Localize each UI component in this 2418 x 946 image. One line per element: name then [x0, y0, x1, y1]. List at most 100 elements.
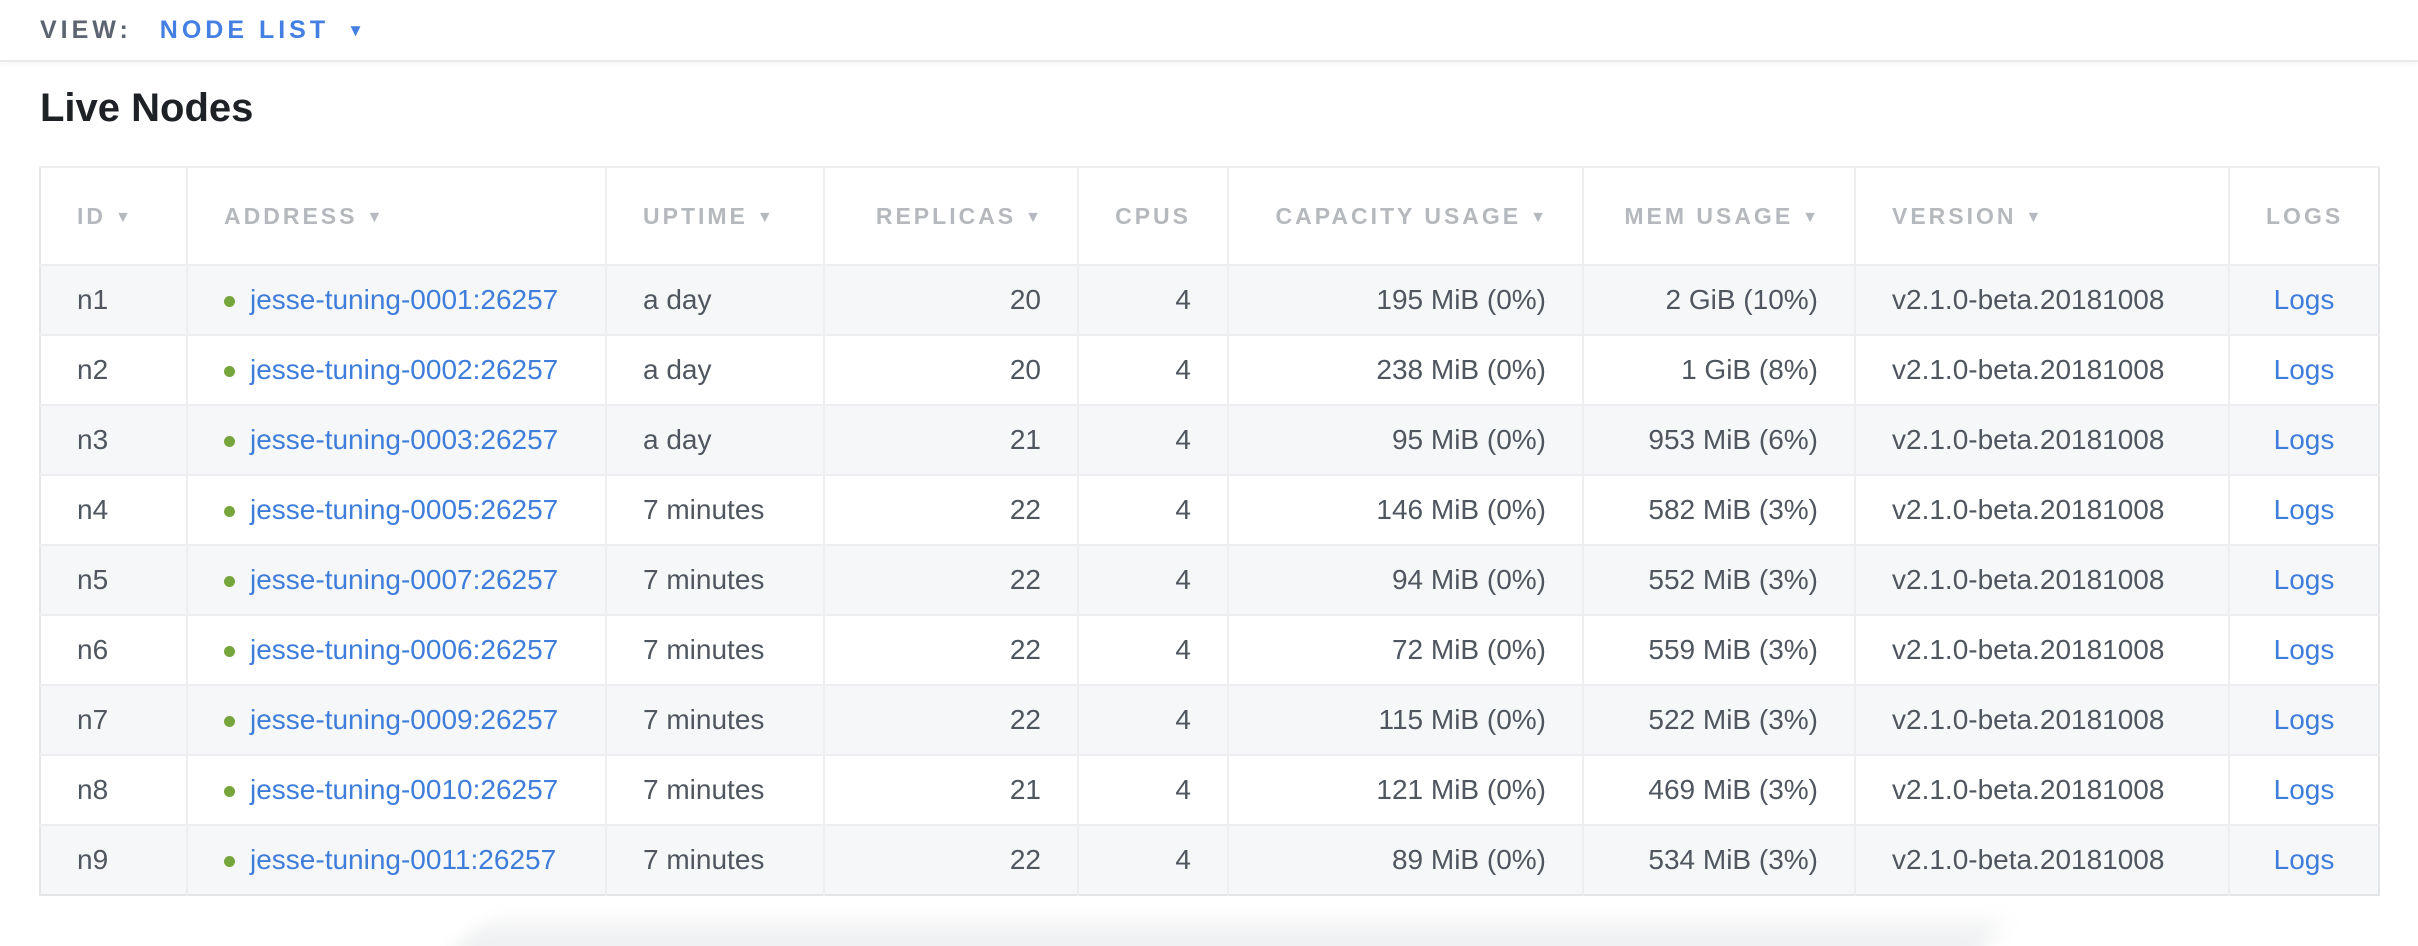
column-label: ID: [77, 202, 106, 229]
node-address-link[interactable]: jesse-tuning-0011:26257: [250, 844, 557, 875]
cell-capacity: 121 MiB (0%): [1227, 754, 1583, 825]
cell-value: 7 minutes: [643, 704, 765, 735]
cell-value: 195 MiB (0%): [1376, 284, 1546, 315]
cell-cpus: 4: [1077, 264, 1228, 335]
cell-cpus: 4: [1077, 614, 1228, 685]
cell-value: 22: [1009, 494, 1041, 525]
live-status-dot: [224, 856, 235, 867]
table-row: n2 jesse-tuning-0002:26257 a day 20 4 238 MiB…: [40, 334, 2379, 405]
cell-value: n4: [77, 494, 109, 525]
cell-capacity: 238 MiB (0%): [1227, 334, 1583, 405]
cell-value: v2.1.0-beta.20181008: [1892, 564, 2165, 595]
cell-value: n2: [77, 354, 109, 385]
cell-logs: Logs: [2228, 474, 2379, 545]
cell-value: v2.1.0-beta.20181008: [1892, 494, 2165, 525]
cell-value: 7 minutes: [643, 564, 765, 595]
live-nodes-table-container: ID ▼ ADDRESS ▼ UPTIME ▼ REPLICAS ▼ CPUS CAPACITY …: [39, 166, 2380, 896]
cell-replicas: 22: [823, 824, 1078, 895]
logs-link[interactable]: Logs: [2273, 284, 2335, 315]
cell-cpus: 4: [1077, 404, 1228, 475]
cell-logs: Logs: [2228, 334, 2379, 405]
cell-id: n5: [40, 544, 187, 615]
live-status-dot: [224, 506, 235, 517]
table-row: n6 jesse-tuning-0006:26257 7 minutes 22 4 72 …: [40, 614, 2379, 685]
logs-link[interactable]: Logs: [2273, 424, 2335, 455]
table-row: n5 jesse-tuning-0007:26257 7 minutes 22 4 94 …: [40, 544, 2379, 615]
cell-version: v2.1.0-beta.20181008: [1854, 754, 2229, 825]
cell-value: n5: [77, 564, 109, 595]
live-status-dot: [224, 366, 235, 377]
cell-id: n6: [40, 614, 187, 685]
cell-value: v2.1.0-beta.20181008: [1892, 704, 2165, 735]
node-address-link[interactable]: jesse-tuning-0001:26257: [250, 284, 559, 315]
cell-uptime: 7 minutes: [605, 684, 824, 755]
column-header-id[interactable]: ID ▼: [40, 166, 187, 265]
cell-uptime: a day: [605, 334, 824, 405]
cell-version: v2.1.0-beta.20181008: [1854, 684, 2229, 755]
cell-value: n3: [77, 424, 109, 455]
column-header-replicas[interactable]: REPLICAS ▼: [823, 166, 1078, 265]
cell-mem: 552 MiB (3%): [1582, 544, 1855, 615]
cell-mem: 953 MiB (6%): [1582, 404, 1855, 475]
node-address-link[interactable]: jesse-tuning-0003:26257: [250, 424, 559, 455]
cell-value: 72 MiB (0%): [1391, 634, 1546, 665]
cell-replicas: 20: [823, 264, 1078, 335]
column-header-address[interactable]: ADDRESS ▼: [186, 166, 606, 265]
cell-value: 21: [1009, 424, 1041, 455]
cell-value: 582 MiB (3%): [1648, 494, 1818, 525]
cell-value: v2.1.0-beta.20181008: [1892, 284, 2165, 315]
logs-link[interactable]: Logs: [2273, 774, 2335, 805]
cell-value: 4: [1175, 704, 1191, 735]
live-status-dot: [224, 576, 235, 587]
logs-link[interactable]: Logs: [2273, 354, 2335, 385]
cell-value: n1: [77, 284, 109, 315]
cell-capacity: 115 MiB (0%): [1227, 684, 1583, 755]
node-address-link[interactable]: jesse-tuning-0006:26257: [250, 634, 559, 665]
cell-version: v2.1.0-beta.20181008: [1854, 334, 2229, 405]
logs-link[interactable]: Logs: [2273, 844, 2335, 875]
logs-link[interactable]: Logs: [2273, 564, 2335, 595]
column-label: UPTIME: [643, 202, 748, 229]
cell-value: 7 minutes: [643, 634, 765, 665]
node-address-link[interactable]: jesse-tuning-0010:26257: [250, 774, 559, 805]
column-header-capacity[interactable]: CAPACITY USAGE ▼: [1227, 166, 1583, 265]
cell-value: 89 MiB (0%): [1391, 844, 1546, 875]
cell-uptime: 7 minutes: [605, 544, 824, 615]
cell-capacity: 72 MiB (0%): [1227, 614, 1583, 685]
view-selector-dropdown[interactable]: NODE LIST ▼: [160, 16, 364, 45]
cell-value: 4: [1175, 424, 1191, 455]
cell-replicas: 22: [823, 474, 1078, 545]
cell-address: jesse-tuning-0009:26257: [186, 684, 606, 755]
cell-value: 94 MiB (0%): [1391, 564, 1546, 595]
cell-capacity: 195 MiB (0%): [1227, 264, 1583, 335]
cell-value: 22: [1009, 704, 1041, 735]
cell-value: 21: [1009, 774, 1041, 805]
column-header-mem[interactable]: MEM USAGE ▼: [1582, 166, 1855, 265]
cell-version: v2.1.0-beta.20181008: [1854, 614, 2229, 685]
node-address-link[interactable]: jesse-tuning-0002:26257: [250, 354, 559, 385]
node-address-link[interactable]: jesse-tuning-0005:26257: [250, 494, 559, 525]
sort-desc-icon: ▼: [366, 208, 383, 226]
cell-value: n9: [77, 844, 109, 875]
cell-value: v2.1.0-beta.20181008: [1892, 354, 2165, 385]
node-address-link[interactable]: jesse-tuning-0009:26257: [250, 704, 559, 735]
cell-replicas: 22: [823, 614, 1078, 685]
cell-mem: 534 MiB (3%): [1582, 824, 1855, 895]
column-header-version[interactable]: VERSION ▼: [1854, 166, 2229, 265]
cell-uptime: a day: [605, 264, 824, 335]
sort-desc-icon: ▼: [115, 208, 131, 226]
logs-link[interactable]: Logs: [2273, 494, 2335, 525]
column-label: REPLICAS: [875, 202, 1017, 229]
logs-link[interactable]: Logs: [2273, 634, 2335, 665]
view-bar: VIEW: NODE LIST ▼: [0, 0, 2418, 62]
column-header-uptime[interactable]: UPTIME ▼: [605, 166, 824, 265]
live-status-dot: [224, 436, 235, 447]
cell-mem: 559 MiB (3%): [1582, 614, 1855, 685]
cell-uptime: 7 minutes: [605, 824, 824, 895]
view-selected-value: NODE LIST: [159, 15, 330, 44]
cell-value: 7 minutes: [643, 494, 765, 525]
cell-value: 22: [1009, 844, 1041, 875]
node-address-link[interactable]: jesse-tuning-0007:26257: [250, 564, 559, 595]
logs-link[interactable]: Logs: [2273, 704, 2335, 735]
cell-value: 4: [1175, 844, 1191, 875]
